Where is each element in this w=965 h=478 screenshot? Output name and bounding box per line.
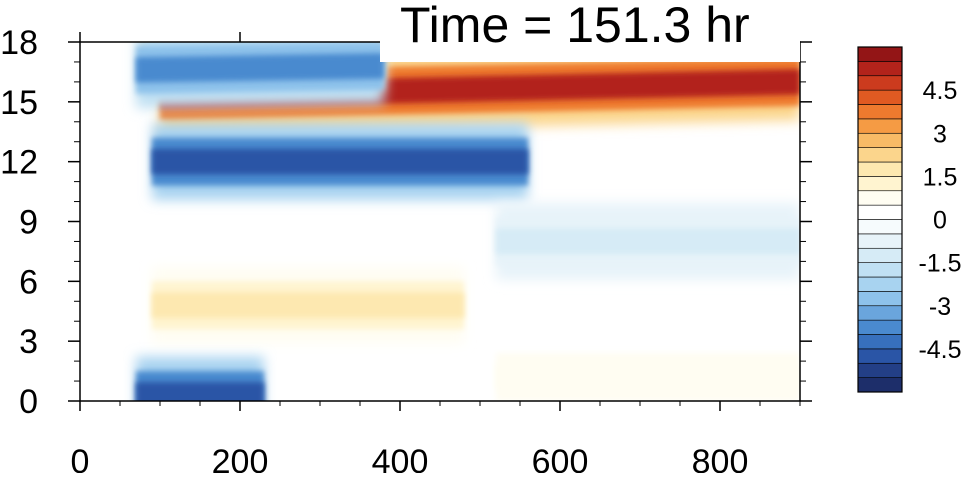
- y-tick-label: 6: [19, 263, 38, 301]
- contour-band: [136, 356, 264, 401]
- colorbar-swatch: [857, 46, 903, 62]
- colorbar-swatch: [857, 132, 903, 148]
- colorbar-swatch: [857, 89, 903, 105]
- contour-band: [152, 266, 464, 344]
- colorbar-swatch: [857, 233, 903, 249]
- contour-layer: [136, 53, 384, 83]
- contour-layer: [152, 292, 464, 319]
- y-tick-label: 12: [0, 144, 38, 182]
- colorbar-swatch: [857, 147, 903, 163]
- contour-band: [496, 338, 800, 401]
- contour-band: [136, 42, 384, 109]
- x-tick-label: 800: [692, 443, 749, 473]
- colorbar-swatch: [857, 118, 903, 134]
- colorbar-swatch: [857, 219, 903, 235]
- contour-layer: [496, 364, 800, 390]
- chart-title: Time = 151.3 hr: [400, 0, 750, 53]
- colorbar-swatch: [857, 348, 903, 364]
- colorbar-swatch: [857, 334, 903, 350]
- colorbar-swatch: [857, 161, 903, 177]
- colorbar-swatch: [857, 305, 903, 321]
- y-tick-label: 9: [19, 204, 38, 242]
- colorbar-swatch: [857, 291, 903, 307]
- contour-field: [136, 42, 800, 401]
- title-background: [380, 0, 800, 62]
- contour-layer: [152, 148, 528, 175]
- contour-layer: [136, 382, 264, 401]
- colorbar-swatch: [857, 247, 903, 263]
- x-tick-label: 200: [212, 443, 269, 473]
- y-axis-tick-labels: 0 3 6 9 12 15 18: [0, 24, 38, 421]
- colorbar-label: -4.5: [918, 336, 961, 364]
- colorbar-labels: 4.5 3 1.5 0 -1.5 -3 -4.5: [918, 77, 961, 364]
- colorbar-swatch: [857, 176, 903, 192]
- colorbar-swatch: [857, 190, 903, 206]
- colorbar: [857, 46, 903, 393]
- contour-band: [496, 203, 800, 280]
- y-tick-label: 18: [0, 24, 38, 62]
- colorbar-label: 3: [933, 120, 947, 148]
- colorbar-swatch: [857, 75, 903, 91]
- colorbar-label: -1.5: [918, 250, 961, 278]
- colorbar-swatch: [857, 377, 903, 393]
- y-tick-label: 15: [0, 84, 38, 122]
- colorbar-frame: [857, 46, 903, 393]
- y-tick-label: 3: [19, 323, 38, 361]
- axis-ticks: [68, 32, 812, 411]
- y-tick-label: 0: [19, 383, 38, 421]
- colorbar-swatch: [857, 319, 903, 335]
- colorbar-swatch: [857, 262, 903, 278]
- colorbar-swatch: [857, 276, 903, 292]
- colorbar-swatch: [857, 61, 903, 77]
- colorbar-label: 0: [933, 207, 947, 235]
- x-tick-label: 0: [71, 443, 90, 473]
- colorbar-swatch: [857, 104, 903, 120]
- x-tick-label: 600: [532, 443, 589, 473]
- x-axis-tick-labels: 0 200 400 600 800: [71, 443, 749, 478]
- contour-layer: [496, 228, 800, 255]
- colorbar-label: -3: [929, 293, 951, 321]
- x-tick-label: 400: [372, 443, 429, 473]
- colorbar-swatch: [857, 204, 903, 220]
- colorbar-label: 4.5: [923, 77, 958, 105]
- colorbar-label: 1.5: [923, 163, 958, 191]
- contour-band: [152, 123, 528, 200]
- colorbar-swatch: [857, 362, 903, 378]
